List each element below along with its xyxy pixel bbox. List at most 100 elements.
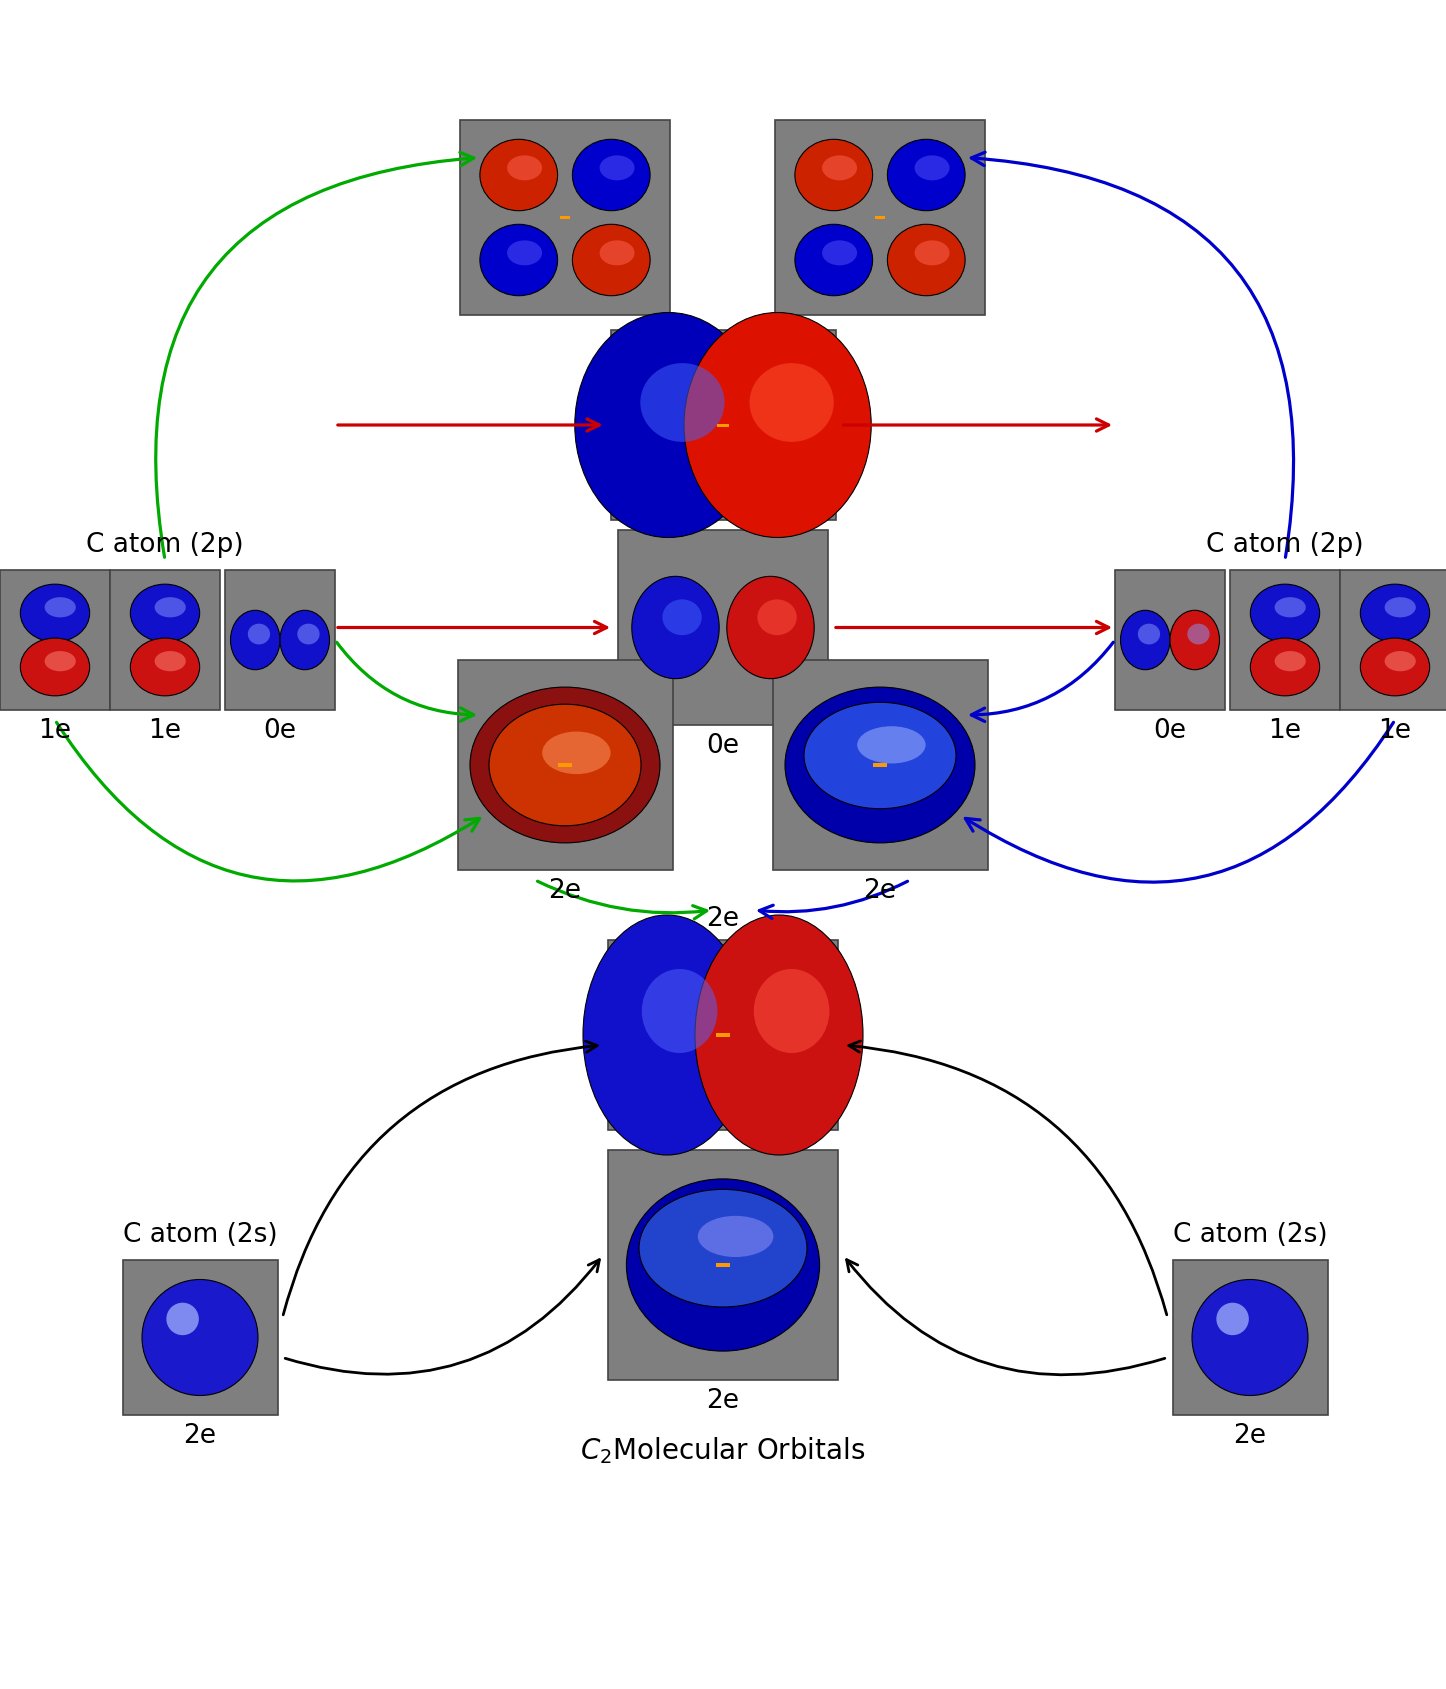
Ellipse shape bbox=[508, 155, 542, 181]
Ellipse shape bbox=[130, 638, 200, 696]
FancyArrowPatch shape bbox=[966, 723, 1394, 882]
FancyArrowPatch shape bbox=[836, 622, 1109, 633]
Ellipse shape bbox=[489, 704, 641, 826]
Ellipse shape bbox=[639, 1189, 807, 1307]
FancyArrowPatch shape bbox=[338, 419, 599, 431]
Ellipse shape bbox=[857, 726, 925, 763]
Ellipse shape bbox=[626, 1179, 820, 1351]
Bar bbox=[873, 763, 886, 767]
Bar bbox=[607, 1150, 839, 1380]
Text: 0e: 0e bbox=[263, 718, 296, 743]
Text: 2e: 2e bbox=[548, 878, 581, 904]
Text: 2e: 2e bbox=[1233, 1424, 1267, 1449]
Bar bbox=[0, 569, 110, 709]
Ellipse shape bbox=[20, 638, 90, 696]
Bar bbox=[716, 1263, 730, 1267]
Ellipse shape bbox=[1361, 584, 1430, 642]
Bar bbox=[607, 941, 839, 1130]
Ellipse shape bbox=[696, 915, 863, 1155]
Bar bbox=[123, 1260, 278, 1415]
Bar bbox=[716, 1034, 730, 1037]
Ellipse shape bbox=[804, 703, 956, 809]
Text: 0e: 0e bbox=[707, 733, 739, 758]
Ellipse shape bbox=[698, 1216, 774, 1257]
FancyArrowPatch shape bbox=[156, 152, 474, 557]
Text: C atom (2s): C atom (2s) bbox=[123, 1223, 278, 1248]
Ellipse shape bbox=[130, 584, 200, 642]
FancyArrowPatch shape bbox=[538, 882, 707, 919]
Text: 1e: 1e bbox=[149, 718, 182, 743]
Ellipse shape bbox=[684, 312, 870, 537]
Ellipse shape bbox=[1138, 623, 1160, 645]
Text: 1e: 1e bbox=[1268, 718, 1301, 743]
Bar bbox=[1173, 1260, 1327, 1415]
FancyArrowPatch shape bbox=[849, 1040, 1167, 1314]
Text: 2e: 2e bbox=[184, 1424, 217, 1449]
Ellipse shape bbox=[583, 915, 750, 1155]
Bar bbox=[875, 216, 885, 220]
Ellipse shape bbox=[576, 312, 762, 537]
Ellipse shape bbox=[727, 576, 814, 679]
Ellipse shape bbox=[480, 138, 558, 211]
FancyArrowPatch shape bbox=[283, 1040, 597, 1314]
Ellipse shape bbox=[155, 598, 185, 618]
Bar bbox=[460, 120, 669, 316]
Bar bbox=[772, 660, 988, 870]
Ellipse shape bbox=[230, 610, 281, 671]
Bar bbox=[110, 569, 220, 709]
Ellipse shape bbox=[542, 731, 610, 774]
FancyArrowPatch shape bbox=[972, 642, 1113, 721]
Ellipse shape bbox=[795, 225, 872, 296]
Ellipse shape bbox=[785, 687, 975, 843]
Bar bbox=[1231, 569, 1340, 709]
Bar bbox=[775, 120, 985, 316]
FancyArrowPatch shape bbox=[846, 1260, 1165, 1375]
Ellipse shape bbox=[470, 687, 659, 843]
FancyArrowPatch shape bbox=[337, 642, 474, 721]
Ellipse shape bbox=[480, 225, 558, 296]
Ellipse shape bbox=[155, 650, 185, 671]
Bar bbox=[1340, 569, 1446, 709]
Ellipse shape bbox=[247, 623, 270, 645]
Circle shape bbox=[142, 1280, 257, 1395]
FancyArrowPatch shape bbox=[338, 622, 607, 633]
Ellipse shape bbox=[749, 363, 834, 443]
Ellipse shape bbox=[1187, 623, 1210, 645]
Bar bbox=[610, 329, 836, 520]
Ellipse shape bbox=[915, 155, 950, 181]
FancyArrowPatch shape bbox=[759, 882, 908, 919]
Ellipse shape bbox=[508, 240, 542, 265]
Ellipse shape bbox=[45, 650, 75, 671]
Text: 2e: 2e bbox=[863, 878, 897, 904]
Text: C atom (2p): C atom (2p) bbox=[87, 532, 244, 557]
FancyArrowPatch shape bbox=[843, 419, 1109, 431]
Text: 2e: 2e bbox=[707, 1388, 739, 1414]
Ellipse shape bbox=[573, 138, 651, 211]
Ellipse shape bbox=[795, 138, 872, 211]
FancyArrowPatch shape bbox=[972, 152, 1294, 557]
Text: 0e: 0e bbox=[1154, 718, 1187, 743]
Ellipse shape bbox=[823, 240, 857, 265]
Circle shape bbox=[166, 1302, 200, 1336]
Ellipse shape bbox=[1361, 638, 1430, 696]
Circle shape bbox=[1216, 1302, 1249, 1336]
Text: 1e: 1e bbox=[39, 718, 71, 743]
Ellipse shape bbox=[45, 598, 75, 618]
Ellipse shape bbox=[281, 610, 330, 671]
Bar bbox=[717, 424, 729, 427]
Ellipse shape bbox=[888, 138, 964, 211]
Ellipse shape bbox=[641, 363, 724, 443]
Ellipse shape bbox=[888, 225, 964, 296]
FancyArrowPatch shape bbox=[285, 1260, 600, 1375]
Ellipse shape bbox=[620, 334, 826, 515]
Text: 1e: 1e bbox=[1378, 718, 1411, 743]
Bar bbox=[560, 216, 570, 220]
Ellipse shape bbox=[823, 155, 857, 181]
Ellipse shape bbox=[1251, 638, 1320, 696]
Ellipse shape bbox=[1121, 610, 1170, 671]
Ellipse shape bbox=[915, 240, 950, 265]
Text: C atom (2p): C atom (2p) bbox=[1206, 532, 1364, 557]
Bar bbox=[226, 569, 335, 709]
Text: $C_2$Molecular Orbitals: $C_2$Molecular Orbitals bbox=[580, 1436, 866, 1466]
Ellipse shape bbox=[1251, 584, 1320, 642]
